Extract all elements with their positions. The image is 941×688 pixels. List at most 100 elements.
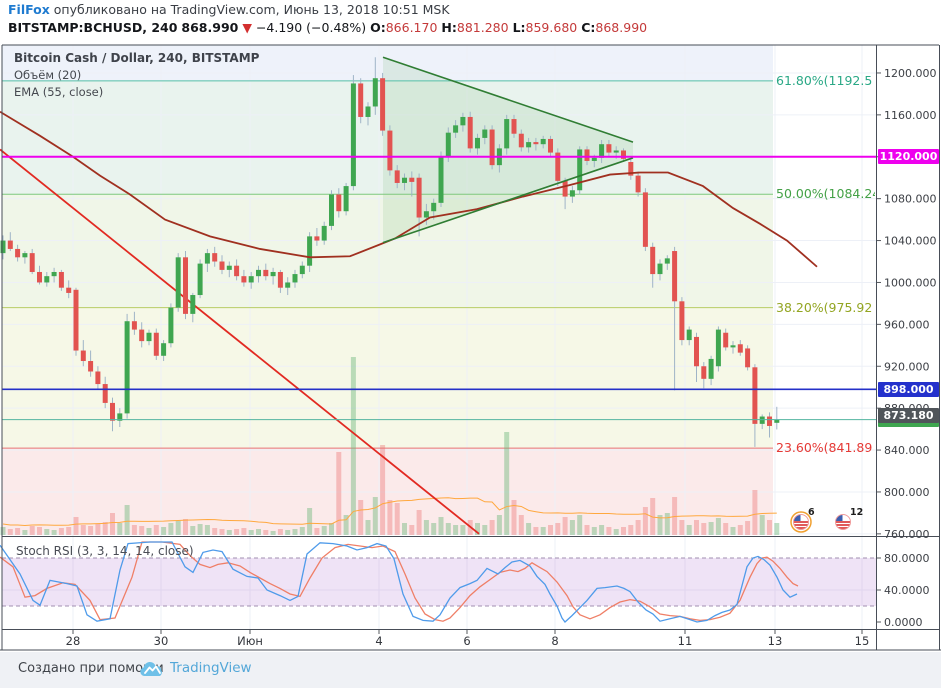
volume-bar (489, 520, 495, 535)
volume-bar (80, 525, 86, 535)
candle-body (708, 358, 714, 379)
candle-body (190, 295, 196, 314)
price-tick: 960.000 (884, 318, 930, 331)
stoch-rsi-label[interactable]: Stoch RSI (3, 3, 14, 14, close) (16, 544, 194, 558)
candle-body (533, 142, 539, 145)
high-value: 881.280 (456, 20, 509, 35)
volume-bar (358, 500, 364, 535)
symbol-name[interactable]: BITSTAMP:BCHUSD, 240 (8, 20, 178, 35)
candle-body (380, 78, 386, 131)
volume-bar (774, 523, 780, 535)
candle-body (270, 271, 276, 277)
time-tick: 15 (855, 634, 870, 648)
trendline[interactable] (0, 148, 480, 535)
candle-body (526, 142, 532, 148)
volume-bar (591, 527, 597, 535)
volume-bar (329, 523, 334, 535)
volume-bar (759, 515, 765, 535)
candle-body (248, 276, 254, 283)
volume-bar (299, 527, 305, 535)
stoch-tick: 80.0000 (884, 552, 930, 565)
volume-bar (321, 526, 327, 535)
chart-canvas[interactable]: 1200.000 1160.000 1120.000 1080.000 1040.000… (0, 0, 941, 652)
legend-symbol[interactable]: Bitcoin Cash / Dollar, 240, BITSTAMP (14, 51, 260, 65)
volume-bar (95, 524, 101, 535)
candle-body (657, 263, 663, 275)
open-label: O: (370, 20, 386, 35)
volume-bar (7, 529, 13, 535)
fib-label: 50.00%(1084.24 (776, 186, 875, 202)
time-tick: 4 (375, 634, 382, 648)
volume-bar (679, 520, 685, 535)
price-tick: 1200.000 (884, 67, 937, 80)
candle-body (336, 194, 342, 212)
ema-line[interactable] (0, 110, 818, 268)
volume-bar (453, 525, 459, 535)
price-tick: 760.000 (884, 528, 930, 541)
candle-body (131, 321, 137, 330)
candle-body (307, 236, 313, 266)
legend-ema[interactable]: EMA (55, close) (14, 85, 104, 99)
candle-body (504, 119, 510, 149)
candle-body (577, 149, 583, 191)
volume-bar (292, 529, 298, 535)
volume-bar (621, 527, 626, 535)
close-label: C: (581, 20, 596, 35)
volume-bar (613, 529, 619, 535)
volume-bar (124, 505, 130, 535)
volume-bar (745, 521, 751, 535)
volume-bar (606, 527, 612, 535)
legend-volume[interactable]: Объём (20) (14, 68, 82, 82)
volume-bar (29, 526, 35, 535)
volume-bar (175, 521, 181, 535)
price-tick: 1040.000 (884, 235, 937, 248)
fib-zone (2, 307, 773, 449)
candle-body (621, 150, 626, 159)
author-link[interactable]: FilFox (8, 2, 50, 17)
volume-bar (336, 452, 342, 535)
time-tick: 8 (551, 634, 558, 648)
stoch-tick: 0.0000 (884, 616, 923, 629)
price-tick: 1080.000 (884, 193, 937, 206)
candle-body (672, 251, 678, 302)
candle-body (226, 265, 232, 270)
candle-body (212, 253, 218, 262)
volume-ma-line (2, 497, 777, 527)
volume-bar (409, 525, 415, 535)
volume-bar (234, 529, 240, 535)
candle-body (15, 248, 21, 258)
volume-bar (256, 529, 261, 535)
event-highlight-ring (790, 511, 812, 533)
volume-bar (219, 529, 225, 535)
volume-bar (73, 517, 79, 535)
volume-bar (350, 357, 356, 535)
triangle-pattern-fill (383, 57, 633, 243)
resistance-price-tag: 1120.000 (878, 149, 939, 165)
volume-bar (365, 520, 371, 535)
candle-body (584, 149, 590, 161)
candle-body (518, 133, 524, 148)
triangle-lower-line[interactable] (382, 157, 634, 244)
candle-body (110, 402, 115, 421)
candle-body (95, 371, 101, 385)
candle-body (664, 258, 670, 264)
volume-bar (540, 527, 546, 535)
candle-body (277, 271, 283, 288)
candle-body (715, 329, 721, 367)
volume-bar (577, 515, 583, 535)
candle-body (511, 119, 517, 134)
candle-body (285, 282, 291, 288)
volume-bar (285, 530, 291, 535)
event-count: 12 (850, 507, 863, 518)
candle-body (445, 132, 451, 157)
price-tick: 800.000 (884, 486, 930, 499)
candle-body (548, 138, 553, 153)
tradingview-link[interactable]: TradingView (170, 660, 252, 676)
volume-bar (58, 528, 64, 535)
candle-body (555, 152, 561, 181)
volume-bar (708, 522, 714, 535)
candle-body (453, 125, 459, 133)
candle-body (168, 307, 174, 344)
candle-body (102, 384, 108, 403)
triangle-upper-line[interactable] (382, 56, 634, 143)
